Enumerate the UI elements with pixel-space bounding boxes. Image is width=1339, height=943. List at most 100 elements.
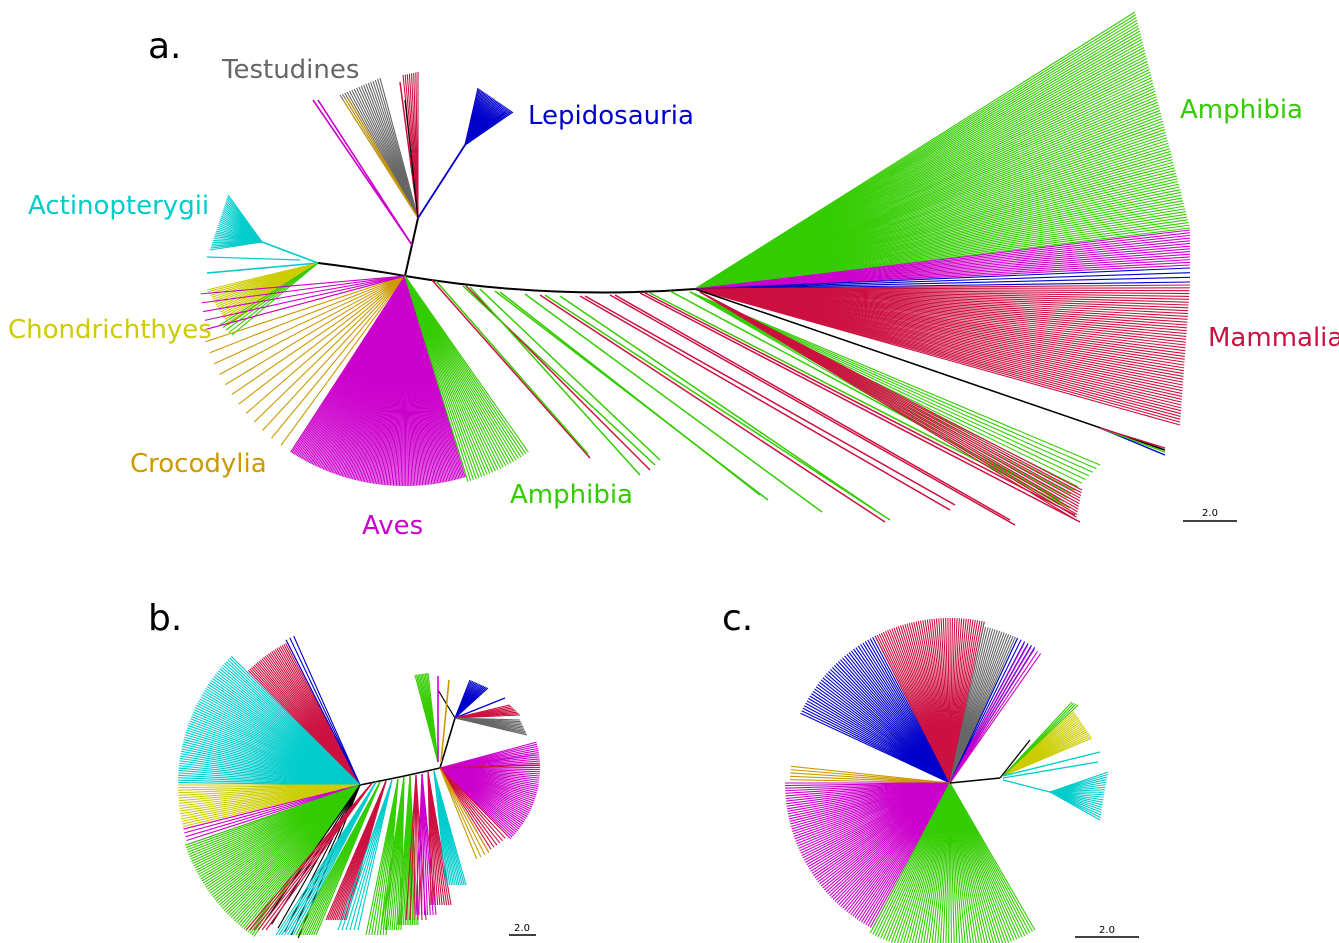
testudines-fan — [339, 77, 419, 219]
leaf-branch — [209, 241, 263, 251]
leaf-branch — [1002, 704, 1079, 777]
label-lepidosauria: Lepidosauria — [528, 101, 694, 131]
leaf-branch — [694, 288, 1181, 426]
b-amphibia-small-fan — [414, 672, 439, 763]
actinopterygii-stem — [261, 241, 319, 264]
lower-branch — [479, 288, 661, 461]
leaf-branch — [271, 275, 406, 439]
leaf-branch — [206, 275, 406, 330]
leaf-branch — [284, 784, 361, 933]
leaf-branch — [949, 645, 1029, 784]
leaf-branch — [869, 782, 951, 934]
panel-b-scale-label: 2.0 — [514, 923, 530, 934]
panel-c-letter: c. — [722, 598, 753, 639]
lower-branch — [499, 291, 761, 496]
leaf-branch — [186, 784, 361, 842]
lower-branch — [431, 279, 591, 459]
b-lower-fan — [433, 770, 467, 886]
amphibia-lower-fan — [404, 275, 529, 482]
leaf-branch — [280, 275, 406, 446]
leaf-branch — [694, 267, 1191, 290]
leaf-branch — [337, 779, 393, 931]
branch — [439, 764, 541, 769]
leaf-branch — [262, 275, 406, 431]
leaf-branch — [238, 275, 406, 405]
leaf-branch — [204, 275, 406, 321]
leaf-branch — [379, 77, 419, 219]
leaf-branch — [357, 779, 393, 931]
b-mammalia-small-fan — [454, 704, 521, 719]
leaf-branch — [405, 774, 417, 921]
leaf-branch — [200, 275, 406, 295]
leaf-branch — [439, 767, 490, 854]
leaf-branch — [347, 97, 419, 219]
leaf-branch — [245, 275, 406, 414]
b-lower-fan — [275, 781, 377, 936]
leaf-branch — [949, 651, 1038, 784]
label-aves: Aves — [362, 511, 423, 541]
leaf-branch — [694, 272, 1191, 290]
b-actinopterygii-fan — [178, 655, 361, 786]
b-lepidosauria-small-fan — [454, 679, 489, 719]
c-mammalia-fan — [874, 617, 985, 784]
lower-branch — [539, 294, 886, 523]
b-testudines-fan — [454, 717, 528, 736]
branch — [404, 99, 419, 219]
leaf-branch — [439, 767, 506, 839]
branch — [464, 111, 506, 146]
leaf-branch — [225, 275, 406, 386]
leaf-branch — [454, 717, 528, 736]
actinopterygii-branch — [206, 256, 301, 261]
b-chondrichthyes-fan — [178, 784, 361, 830]
leaf-branch — [790, 772, 951, 784]
leaf-branch — [413, 774, 417, 921]
lower-branch — [435, 280, 589, 455]
leaf-branch — [1049, 791, 1101, 821]
label-amphibia-bottom: Amphibia — [510, 480, 633, 510]
aves-outer-fan — [200, 275, 406, 330]
b-lower-fan — [365, 778, 399, 936]
leaf-branch — [439, 767, 478, 860]
panel-a-tree — [200, 11, 1191, 526]
leaf-branch — [345, 779, 393, 931]
lower-branch — [639, 292, 1081, 523]
branch — [999, 739, 1031, 779]
c-amphibia-small — [1002, 701, 1079, 777]
b-lepidosauria-fan — [285, 635, 361, 786]
label-testudines: Testudines — [221, 55, 359, 85]
branch — [1099, 427, 1166, 449]
leaf-branch — [790, 765, 951, 784]
b-lower-fan — [405, 774, 427, 921]
leaf-branch — [409, 774, 417, 921]
branch — [454, 697, 506, 719]
panel-c-tree — [785, 617, 1109, 943]
lepidosauria-stem — [417, 144, 466, 219]
panel-c-scale-label: 2.0 — [1099, 925, 1115, 936]
label-actinopterygii: Actinopterygii — [28, 191, 209, 221]
c-aves-fan — [785, 782, 951, 929]
panel-a-scale-label: 2.0 — [1202, 508, 1218, 519]
leaf-branch — [315, 781, 381, 936]
leaf-branch — [1002, 737, 1093, 777]
lower-branch — [644, 292, 1076, 516]
leaf-branch — [439, 767, 498, 846]
lower-branch — [469, 286, 641, 476]
crocodylia-small-fan — [342, 97, 419, 219]
lepidosauria-fan — [464, 87, 514, 146]
b-amphibia-fan — [184, 784, 361, 937]
lower-branch — [559, 295, 876, 511]
leaf-branch — [421, 773, 437, 916]
b-lower-fan — [295, 781, 381, 936]
c-chondrichthyes-fan — [1002, 709, 1093, 777]
leaf-branch — [205, 275, 406, 343]
leaf-branch — [201, 275, 406, 304]
lower-branch — [649, 292, 1071, 509]
c-amphibia-fan — [869, 782, 1036, 943]
long-branch — [694, 288, 1166, 451]
leaf-branch — [184, 784, 361, 846]
leaf-branch — [790, 775, 951, 784]
leaf-branch — [790, 769, 951, 784]
lower-branch — [579, 295, 951, 511]
amphibia-top-fan — [694, 11, 1191, 290]
